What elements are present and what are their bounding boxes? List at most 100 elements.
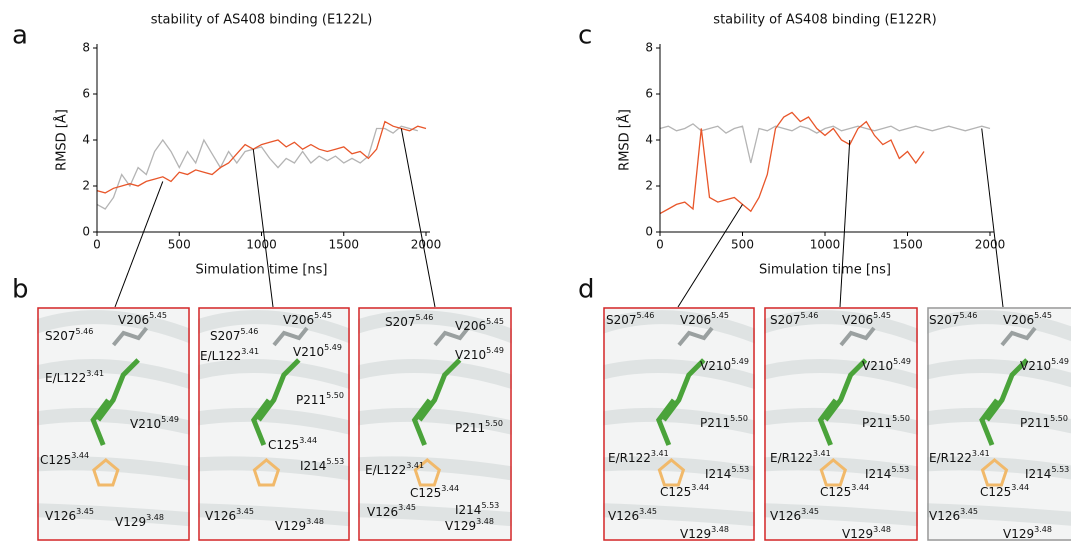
residue-label: V2105.49 [455, 346, 504, 362]
residue-superscript: 5.49 [324, 343, 342, 352]
residue [819, 458, 848, 487]
residue-name: V210 [130, 417, 161, 431]
residue [252, 458, 281, 487]
residue-superscript: 5.49 [486, 346, 504, 355]
residue-label: E/R1223.41 [929, 449, 990, 465]
residue-superscript: 3.45 [236, 507, 254, 516]
residue-label: P2115.50 [296, 391, 344, 407]
residue-label: I2145.53 [865, 465, 909, 481]
helix [358, 503, 512, 527]
structure-panel: S2075.46V2065.45E/L1223.41V2105.49C1253.… [37, 307, 190, 541]
residue [657, 458, 686, 487]
residue-superscript: 5.53 [731, 465, 749, 474]
structure-panel: S2075.46 V2065.45V2105.49P2115.50E/R1223.… [764, 307, 918, 541]
helix [198, 407, 350, 435]
residue-name: V129 [1003, 527, 1034, 541]
residue-superscript: 3.41 [406, 461, 424, 470]
residue [92, 458, 120, 487]
residue-label: P2115.50 [700, 414, 748, 430]
y-tick-label: 2 [645, 179, 653, 193]
residue-superscript: 5.53 [891, 465, 909, 474]
residue-label: S2075.46 [770, 311, 818, 327]
connector [400, 128, 436, 308]
residue-label: V2065.45 [455, 317, 504, 333]
data-line [96, 120, 427, 194]
residue-name: V126 [929, 509, 960, 523]
residue-label: C1253.44 [40, 451, 89, 467]
helix [603, 407, 755, 435]
data-line [659, 123, 991, 164]
residue-name: C125 [40, 453, 71, 467]
structure-panel: S2075.46V2065.45V2105.49P2115.50E/L1223.… [358, 307, 512, 541]
residue-name: I214 [1025, 467, 1051, 481]
residue-label: C1253.44 [820, 483, 869, 499]
residue-label: V1293.48 [115, 513, 164, 529]
connector [981, 128, 1004, 308]
residue-label: C1253.44 [410, 484, 459, 500]
residue-name: P211 [1020, 416, 1050, 430]
residue-name: V129 [680, 527, 711, 541]
helix [764, 310, 918, 344]
x-tick-label: 1000 [810, 238, 841, 252]
y-tick-label: 2 [82, 179, 90, 193]
residue-label: V1263.45 [45, 507, 94, 523]
ligand [979, 358, 1029, 446]
helix [764, 456, 918, 481]
residue [1000, 326, 1037, 347]
structure-panel: S2075.46V2065.45V2105.49E/L1223.41P2115.… [198, 307, 350, 541]
residue-label: P2115.50 [862, 414, 910, 430]
residue-superscript: 3.45 [801, 507, 819, 516]
residue [272, 326, 309, 347]
x-tick-label: 0 [93, 238, 101, 252]
helix [358, 407, 512, 435]
residue-name: V129 [275, 519, 306, 533]
residue-superscript: 3.48 [873, 525, 891, 534]
residue-name: V206 [680, 313, 711, 327]
helix [927, 456, 1071, 480]
residue-name: P211 [700, 416, 730, 430]
residue-label: V1263.45 [205, 507, 254, 523]
residue [111, 326, 149, 347]
y-axis-label: RMSD [Å] [617, 109, 633, 171]
helix [927, 310, 1071, 342]
x-axis-label: Simulation time [ns] [759, 263, 891, 278]
residue-name: V126 [205, 509, 236, 523]
residue-label: V2065.45 [1003, 311, 1052, 327]
residue-superscript: 3.44 [691, 483, 709, 492]
helix [198, 310, 350, 344]
residue-superscript: 3.44 [1011, 483, 1029, 492]
residue-label: V1293.48 [680, 525, 729, 541]
residue-superscript: 5.45 [149, 311, 167, 320]
residue [433, 326, 470, 347]
residue-superscript: 3.44 [71, 451, 89, 460]
residue-superscript: 5.46 [801, 311, 819, 320]
residue-superscript: 3.41 [813, 449, 831, 458]
y-tick-label: 4 [82, 133, 90, 147]
residue-name: V129 [115, 515, 146, 529]
residue-superscript: 3.44 [851, 483, 869, 492]
residue-superscript: 5.45 [1034, 311, 1052, 320]
x-tick-label: 1000 [246, 238, 277, 252]
residue-name: C125 [268, 438, 299, 452]
helix [358, 456, 512, 481]
residue-name: V206 [455, 319, 486, 333]
residue-label: V1293.48 [275, 517, 324, 533]
residue-superscript: 3.48 [146, 513, 164, 522]
residue-name: E/L122 [45, 371, 86, 385]
chart-title: stability of AS408 binding (E122L) [151, 13, 373, 28]
residue-label: V1263.45 [770, 507, 819, 523]
panel-letter: d [578, 275, 595, 305]
y-tick-label: 8 [645, 41, 653, 55]
residue-name: V126 [367, 505, 398, 519]
x-tick-label: 0 [656, 238, 664, 252]
helix [37, 407, 190, 435]
ligand [655, 358, 706, 446]
helix [358, 310, 512, 344]
panel-border [37, 307, 190, 541]
helix [37, 456, 190, 481]
residue-label: E/L1223.41 [200, 347, 259, 363]
connector [252, 149, 274, 308]
residue-superscript: 5.49 [893, 357, 911, 366]
residue-superscript: 5.50 [730, 414, 748, 423]
residue-name: V206 [842, 313, 873, 327]
